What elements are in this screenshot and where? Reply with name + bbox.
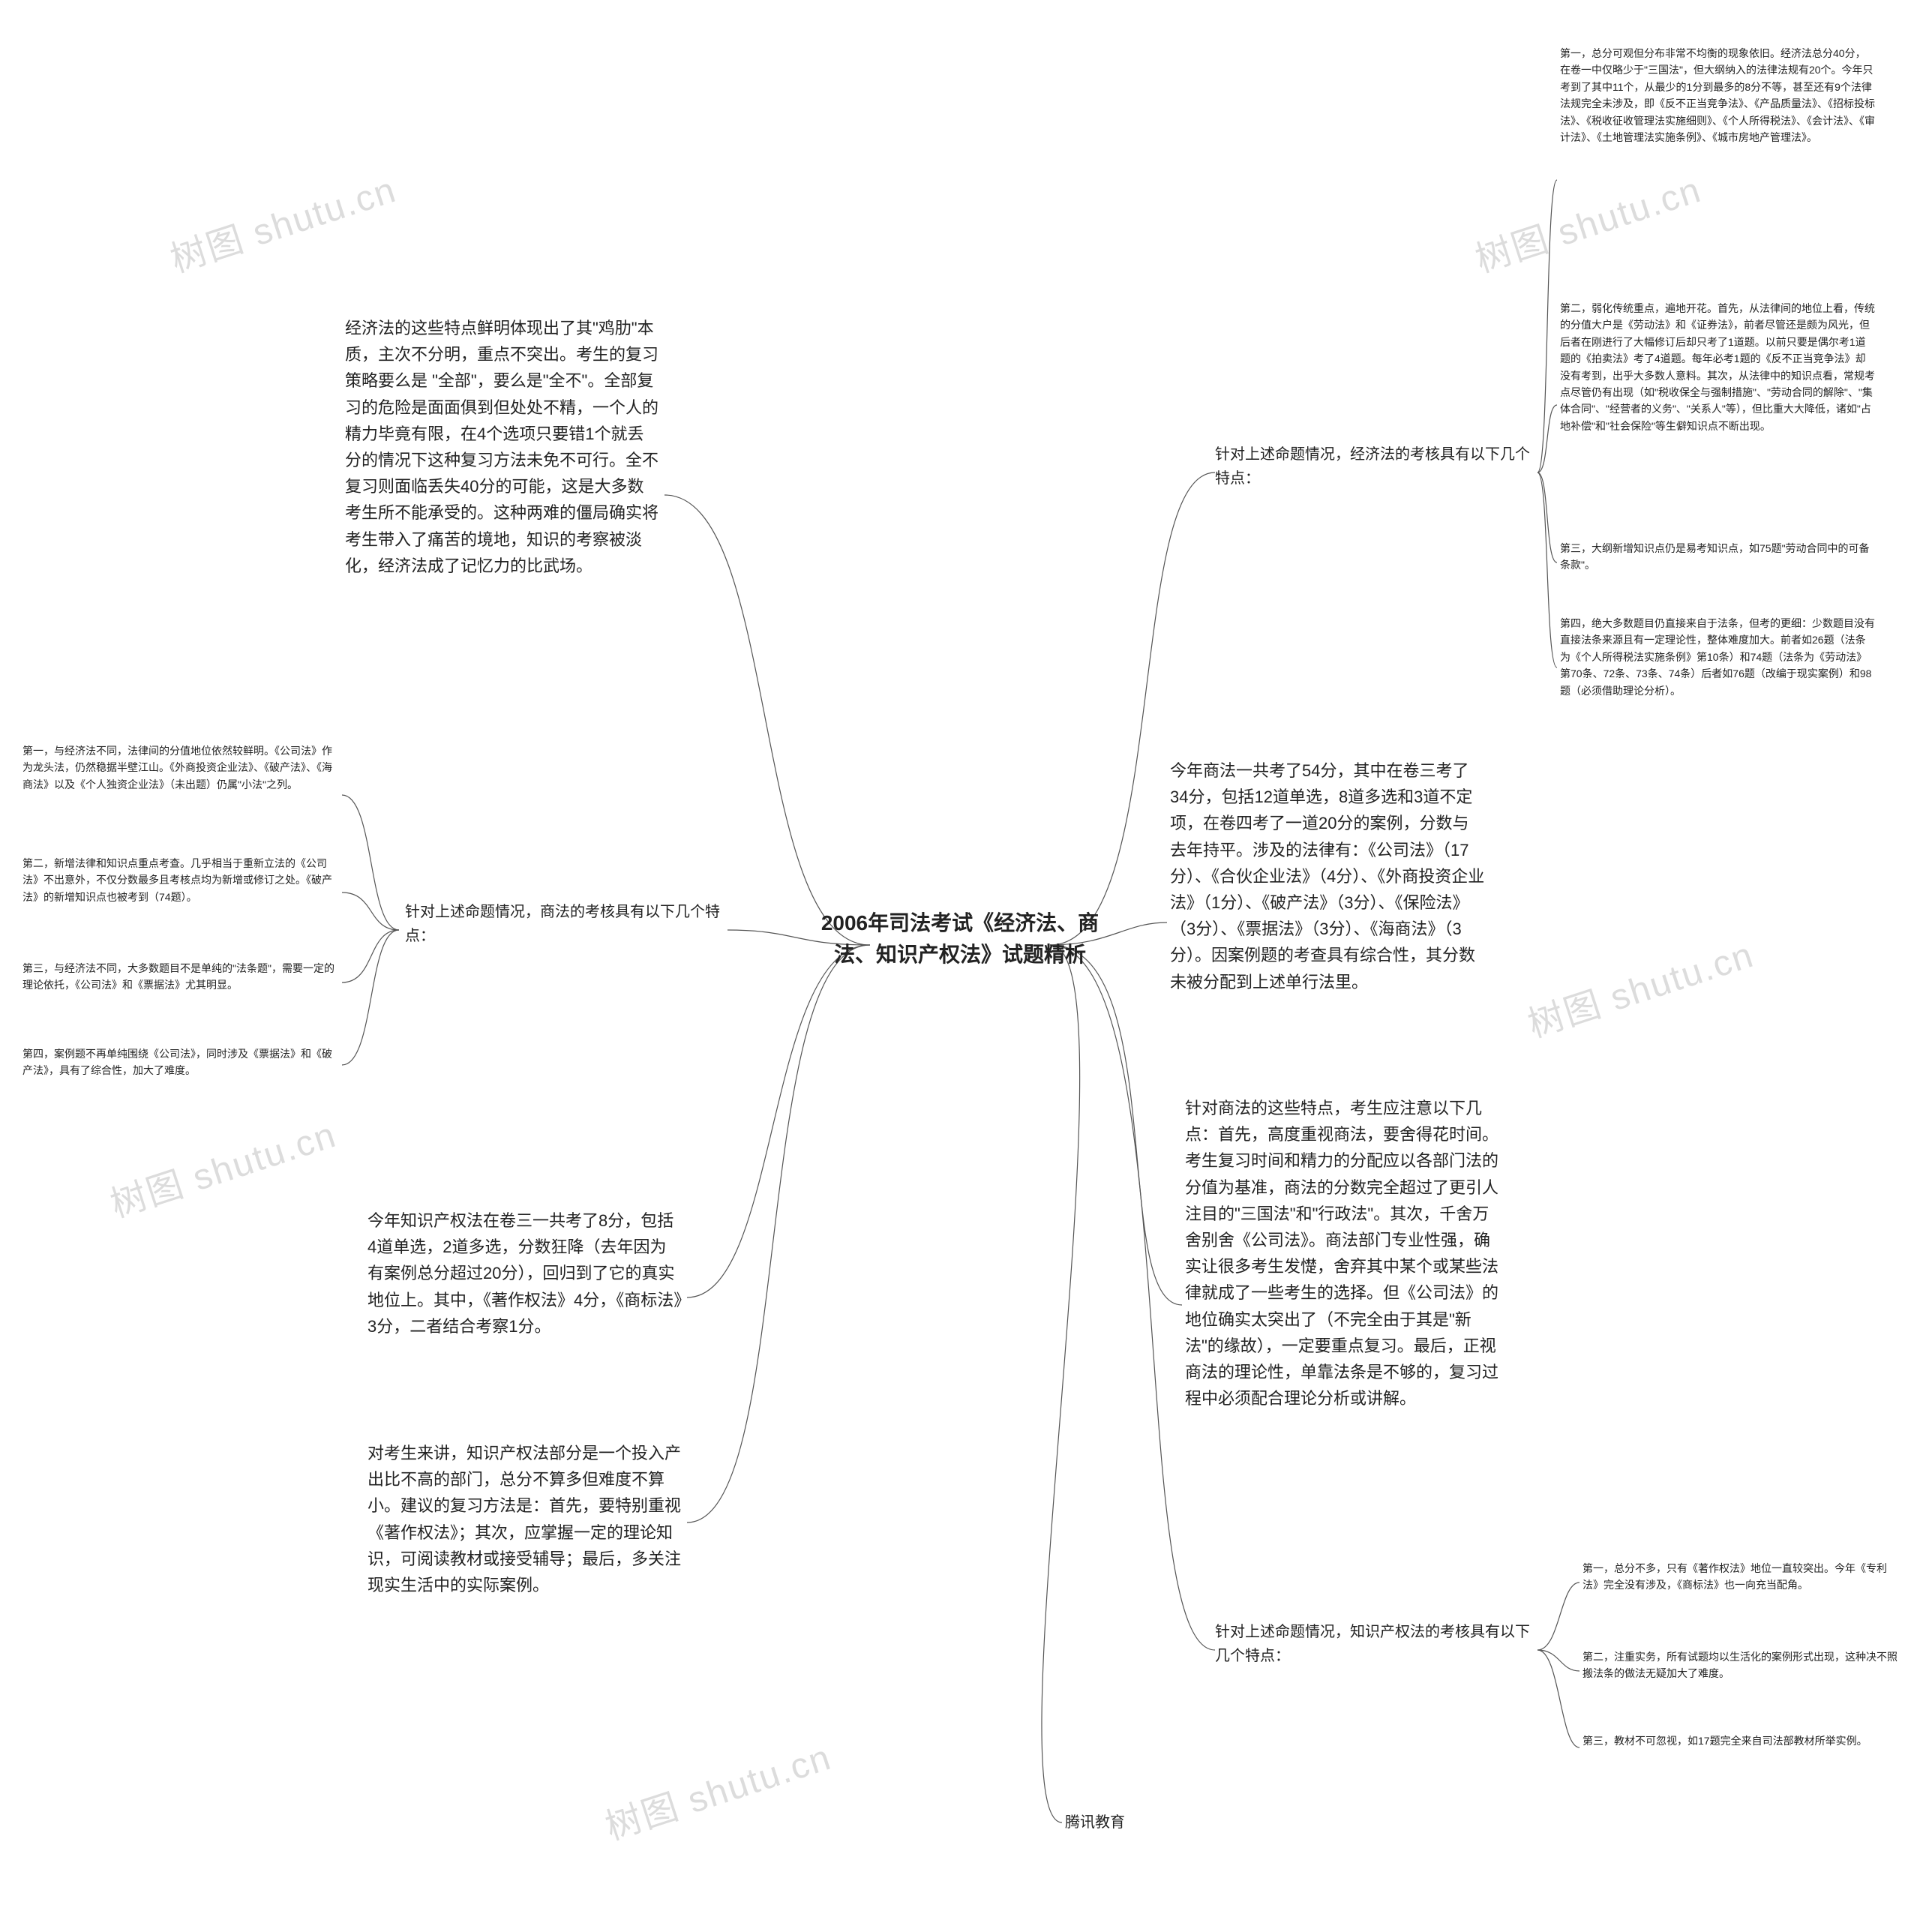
- node-econ-p4: 第四，绝大多数题目仍直接来自于法条，但考的更细：少数题目没有直接法条来源且有一定…: [1560, 615, 1875, 699]
- node-comm-p4: 第四，案例题不再单纯围绕《公司法》，同时涉及《票据法》和《破产法》，具有了综合性…: [22, 1046, 338, 1079]
- node-ip-p1: 第一，总分不多，只有《著作权法》地位一直较突出。今年《专利法》完全没有涉及，《商…: [1582, 1560, 1898, 1594]
- node-tencent: 腾讯教育: [1065, 1810, 1380, 1834]
- node-econ-heading: 针对上述命题情况，经济法的考核具有以下几个特点：: [1215, 442, 1530, 490]
- node-ip-p2: 第二，注重实务，所有试题均以生活化的案例形式出现，这种决不照搬法条的做法无疑加大…: [1582, 1648, 1898, 1682]
- node-comm-p3: 第三，与经济法不同，大多数题目不是单纯的"法条题"，需要一定的理论依托，《公司法…: [22, 960, 338, 994]
- node-econ-p3: 第三，大纲新增知识点仍是易考知识点，如75题"劳动合同中的可备条款"。: [1560, 540, 1875, 574]
- watermark: 树图 shutu.cn: [163, 160, 402, 282]
- watermark: 树图 shutu.cn: [103, 1105, 342, 1227]
- watermark: 树图 shutu.cn: [598, 1727, 837, 1850]
- watermark: 树图 shutu.cn: [1468, 160, 1707, 282]
- node-econ-body: 经济法的这些特点鲜明体现出了其"鸡肋"本质，主次不分明，重点不突出。考生的复习策…: [345, 315, 660, 579]
- node-comm-p2: 第二，新增法律和知识点重点考查。几乎相当于重新立法的《公司法》不出意外，不仅分数…: [22, 855, 338, 905]
- node-comm-heading: 针对上述命题情况，商法的考核具有以下几个特点：: [405, 900, 720, 948]
- node-comm-advice: 针对商法的这些特点，考生应注意以下几点：首先，高度重视商法，要舍得花时间。考生复…: [1185, 1095, 1500, 1412]
- node-ip-advice: 对考生来讲，知识产权法部分是一个投入产出比不高的部门，总分不算多但难度不算小。建…: [368, 1440, 682, 1598]
- node-ip-summary: 今年知识产权法在卷三一共考了8分，包括4道单选，2道多选，分数狂降（去年因为有案…: [368, 1208, 682, 1340]
- node-comm-summary: 今年商法一共考了54分，其中在卷三考了34分，包括12道单选，8道多选和3道不定…: [1170, 758, 1485, 995]
- center-node: 2006年司法考试《经济法、商法、知识产权法》试题精析: [810, 908, 1110, 970]
- node-econ-p2: 第二，弱化传统重点，遍地开花。首先，从法律间的地位上看，传统的分值大户是《劳动法…: [1560, 300, 1875, 434]
- node-ip-heading: 针对上述命题情况，知识产权法的考核具有以下几个特点：: [1215, 1620, 1530, 1668]
- node-ip-p3: 第三，教材不可忽视，如17题完全来自司法部教材所举实例。: [1582, 1732, 1898, 1749]
- watermark: 树图 shutu.cn: [1520, 925, 1760, 1047]
- node-econ-p1: 第一，总分可观但分布非常不均衡的现象依旧。经济法总分40分，在卷一中仅略少于"三…: [1560, 45, 1875, 146]
- node-comm-p1: 第一，与经济法不同，法律间的分值地位依然较鲜明。《公司法》作为龙头法，仍然稳据半…: [22, 742, 338, 793]
